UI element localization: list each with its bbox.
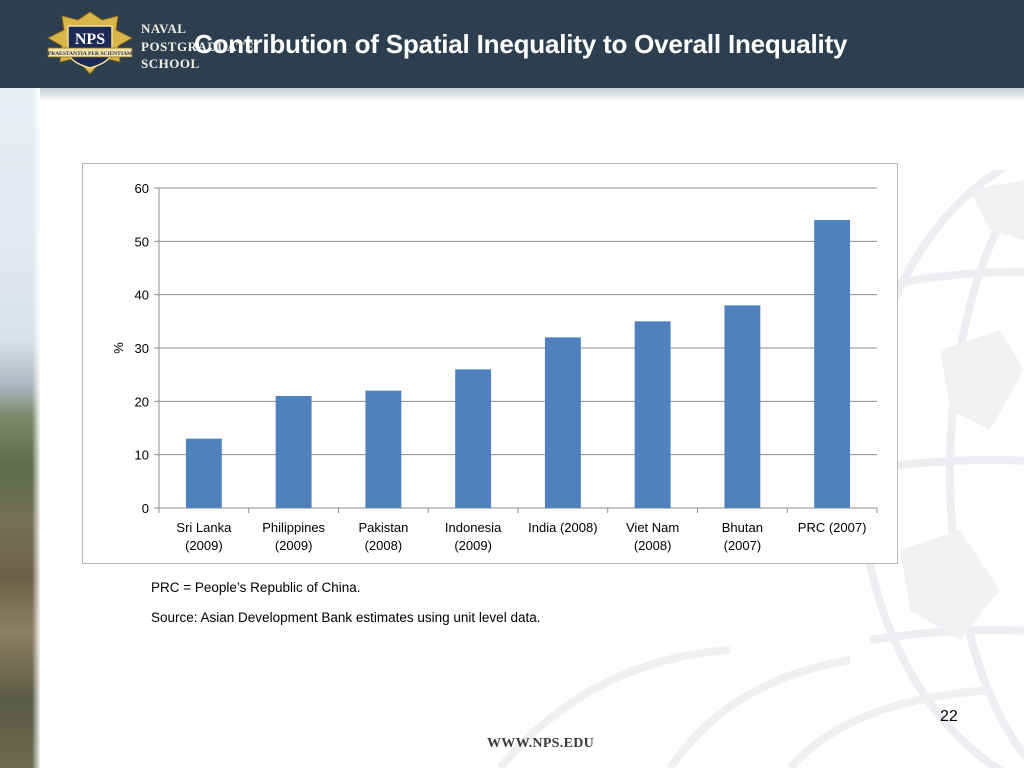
y-tick-label: 20 (135, 394, 149, 409)
school-name-line: SCHOOL (141, 56, 200, 71)
chart-canvas: 0 10 20 30 40 50 60% Sri Lanka (2009) Philippines… (111, 181, 878, 553)
nps-crest-logo: NPS PRAESTANTIA PER SCIENTIAM (46, 11, 134, 75)
y-tick-label: 0 (142, 501, 149, 516)
chart-source-note: Source: Asian Development Bank estimates… (151, 610, 541, 625)
bar-1 (275, 396, 312, 508)
x-category-label: (2009) (185, 538, 223, 553)
y-tick-label: 50 (135, 234, 149, 249)
bar-chart: 0 10 20 30 40 50 60% Sri Lanka (2009) Philippines… (82, 163, 898, 564)
y-tick-label: 30 (135, 341, 149, 356)
x-category-label: Sri Lanka (176, 520, 232, 535)
x-category-label: (2008) (634, 538, 672, 553)
x-category-label: PRC (2007) (798, 520, 867, 535)
x-category-label: India (2008) (528, 520, 597, 535)
x-category-label: (2009) (275, 538, 313, 553)
y-axis-label: % (111, 342, 126, 354)
bar-7 (814, 220, 851, 508)
x-category-label: (2009) (454, 538, 492, 553)
page-number: 22 (940, 708, 958, 725)
chart-note-abbreviation: PRC = People’s Republic of China. (151, 580, 361, 595)
school-name-line: POSTGRADUATE (141, 38, 255, 54)
svg-text:NPS: NPS (75, 31, 105, 48)
y-tick-label: 10 (135, 448, 149, 463)
footer-url: WWW.NPS.EDU (487, 736, 595, 751)
x-category-label: Bhutan (722, 520, 763, 535)
bar-0 (185, 438, 222, 508)
x-category-label: (2008) (365, 538, 403, 553)
svg-text:PRAESTANTIA PER SCIENTIAM: PRAESTANTIA PER SCIENTIAM (48, 51, 133, 57)
slide-title: Contribution of Spatial Inequality to Ov… (194, 29, 848, 59)
campus-photo-strip (0, 88, 40, 768)
x-category-label: Philippines (262, 520, 325, 535)
header-shadow (0, 88, 1024, 102)
bar-4 (544, 337, 581, 508)
x-category-label: Viet Nam (626, 520, 679, 535)
school-name-line: NAVAL (141, 21, 187, 36)
school-name: NAVAL POSTGRADUATE SCHOOL (141, 20, 254, 73)
x-category-label: Pakistan (358, 520, 408, 535)
bar-6 (724, 305, 761, 508)
bar-5 (634, 321, 671, 508)
bar-3 (455, 369, 492, 508)
bar-2 (365, 390, 402, 508)
globe-watermark-base (496, 646, 991, 768)
x-category-label: Indonesia (445, 520, 502, 535)
y-tick-label: 40 (135, 288, 149, 303)
slide-header (0, 0, 1024, 102)
y-tick-label: 60 (135, 181, 149, 196)
x-category-label: (2007) (724, 538, 762, 553)
